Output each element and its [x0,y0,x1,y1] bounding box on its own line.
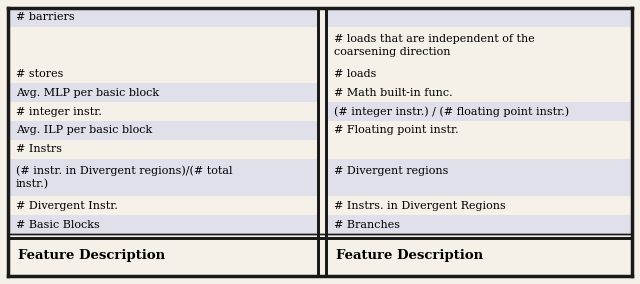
Bar [326,140,632,159]
Text: # Instrs. in Divergent Regions: # Instrs. in Divergent Regions [334,201,506,211]
Bar [8,83,318,102]
Bar [326,215,632,234]
Text: # Divergent Instr.: # Divergent Instr. [16,201,118,211]
Bar [326,64,632,83]
Bar [8,196,318,215]
Text: # stores: # stores [16,69,63,79]
Text: # Basic Blocks: # Basic Blocks [16,220,100,229]
Bar [8,159,318,196]
Bar [8,27,318,64]
Bar [8,121,318,140]
Text: # Floating point instr.: # Floating point instr. [334,126,459,135]
Text: Feature Description: Feature Description [336,250,483,262]
Text: # Math built-in func.: # Math built-in func. [334,88,452,98]
Text: Avg. ILP per basic block: Avg. ILP per basic block [16,126,152,135]
Text: Feature Description: Feature Description [18,250,165,262]
Bar [326,83,632,102]
Text: # barriers: # barriers [16,12,75,22]
Bar [8,140,318,159]
Bar [8,64,318,83]
Text: (# instr. in Divergent regions)/(# total
instr.): (# instr. in Divergent regions)/(# total… [16,165,232,190]
Text: Avg. MLP per basic block: Avg. MLP per basic block [16,88,159,98]
Text: # Branches: # Branches [334,220,400,229]
Bar [326,196,632,215]
Bar [326,121,632,140]
Bar [326,8,632,27]
Text: # loads that are independent of the
coarsening direction: # loads that are independent of the coar… [334,34,535,57]
Bar [8,102,318,121]
Bar [8,215,318,234]
Bar [326,159,632,196]
Bar [326,27,632,64]
Text: # Divergent regions: # Divergent regions [334,166,449,189]
Bar [326,102,632,121]
Text: (# integer instr.) / (# floating point instr.): (# integer instr.) / (# floating point i… [334,106,569,117]
Text: # loads: # loads [334,69,376,79]
Bar [8,238,632,276]
Text: # Instrs: # Instrs [16,144,62,154]
Bar [8,8,318,27]
Text: # integer instr.: # integer instr. [16,106,102,117]
